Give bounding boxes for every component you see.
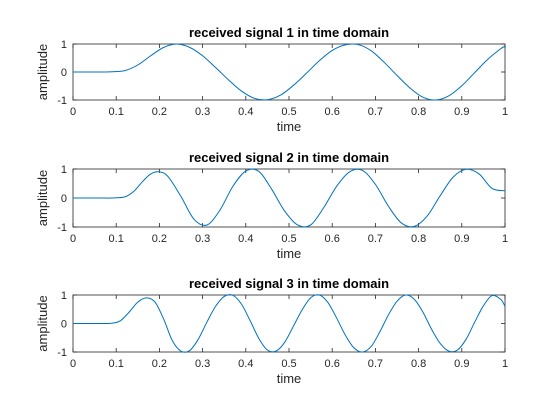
x-tick-label: 0.1 <box>109 233 124 245</box>
y-axis-label: amplitude <box>35 295 50 351</box>
subplot-3: received signal 3 in time domain 0 0.1 0.2 0… <box>35 276 508 386</box>
x-tick-label: 0.5 <box>281 233 296 245</box>
x-tick-label: 0.1 <box>109 106 124 118</box>
x-tick-label: 0.8 <box>411 358 426 370</box>
chart-title: received signal 2 in time domain <box>189 150 389 165</box>
y-axis-label: amplitude <box>35 170 50 226</box>
y-tick-label: 0 <box>61 193 67 205</box>
chart-title: received signal 3 in time domain <box>189 276 389 291</box>
x-tick-label: 0.9 <box>454 358 469 370</box>
x-tick-label: 1 <box>502 233 508 245</box>
subplot-1: received signal 1 in time domain 0 0.1 0.2 0… <box>35 25 508 134</box>
x-tick-label: 0.8 <box>411 106 426 118</box>
y-tick-label: -1 <box>57 95 67 107</box>
x-axis-label: time <box>277 119 302 134</box>
x-tick-label: 0.5 <box>281 358 296 370</box>
y-tick-label: -1 <box>57 347 67 359</box>
y-tick-label: 0 <box>61 319 67 331</box>
axes-box <box>72 43 506 101</box>
y-tick-label: -1 <box>57 222 67 234</box>
y-tick-label: 1 <box>61 39 67 51</box>
x-tick-label: 0.6 <box>325 233 340 245</box>
x-tick-label: 0.3 <box>195 106 210 118</box>
x-tick-label: 0.7 <box>368 358 383 370</box>
x-tick-label: 0.6 <box>325 358 340 370</box>
x-tick-label: 0.6 <box>325 106 340 118</box>
x-tick-label: 0.2 <box>152 358 167 370</box>
x-tick-label: 0.4 <box>238 106 253 118</box>
x-tick-label: 0 <box>70 358 76 370</box>
y-axis-label: amplitude <box>35 44 50 100</box>
x-tick-label: 0.2 <box>152 233 167 245</box>
x-tick-label: 0.3 <box>195 233 210 245</box>
x-tick-label: 0.4 <box>238 233 253 245</box>
x-tick-label: 1 <box>502 106 508 118</box>
x-tick-label: 0.5 <box>281 106 296 118</box>
chart-title: received signal 1 in time domain <box>189 25 389 40</box>
x-tick-label: 0.7 <box>368 106 383 118</box>
y-tick-label: 0 <box>61 67 67 79</box>
x-tick-label: 0 <box>70 233 76 245</box>
axes-box <box>72 168 506 228</box>
x-tick-label: 0 <box>70 106 76 118</box>
x-tick-label: 0.3 <box>195 358 210 370</box>
x-axis-label: time <box>277 371 302 386</box>
x-tick-label: 0.1 <box>109 358 124 370</box>
signal-line-1 <box>73 43 506 101</box>
y-tick-label: 1 <box>61 290 67 302</box>
x-tick-label: 0.7 <box>368 233 383 245</box>
x-tick-label: 0.9 <box>454 106 469 118</box>
x-tick-label: 0.8 <box>411 233 426 245</box>
x-tick-label: 1 <box>502 358 508 370</box>
x-tick-label: 0.9 <box>454 233 469 245</box>
x-axis-label: time <box>277 246 302 261</box>
y-tick-label: 1 <box>61 164 67 176</box>
x-tick-label: 0.2 <box>152 106 167 118</box>
axes-box <box>72 294 506 353</box>
signal-line-1 <box>73 294 506 353</box>
subplot-2: received signal 2 in time domain 0 0.1 0.2 0… <box>35 150 508 261</box>
signal-line-1 <box>72 168 506 228</box>
x-tick-label: 0.4 <box>238 358 253 370</box>
